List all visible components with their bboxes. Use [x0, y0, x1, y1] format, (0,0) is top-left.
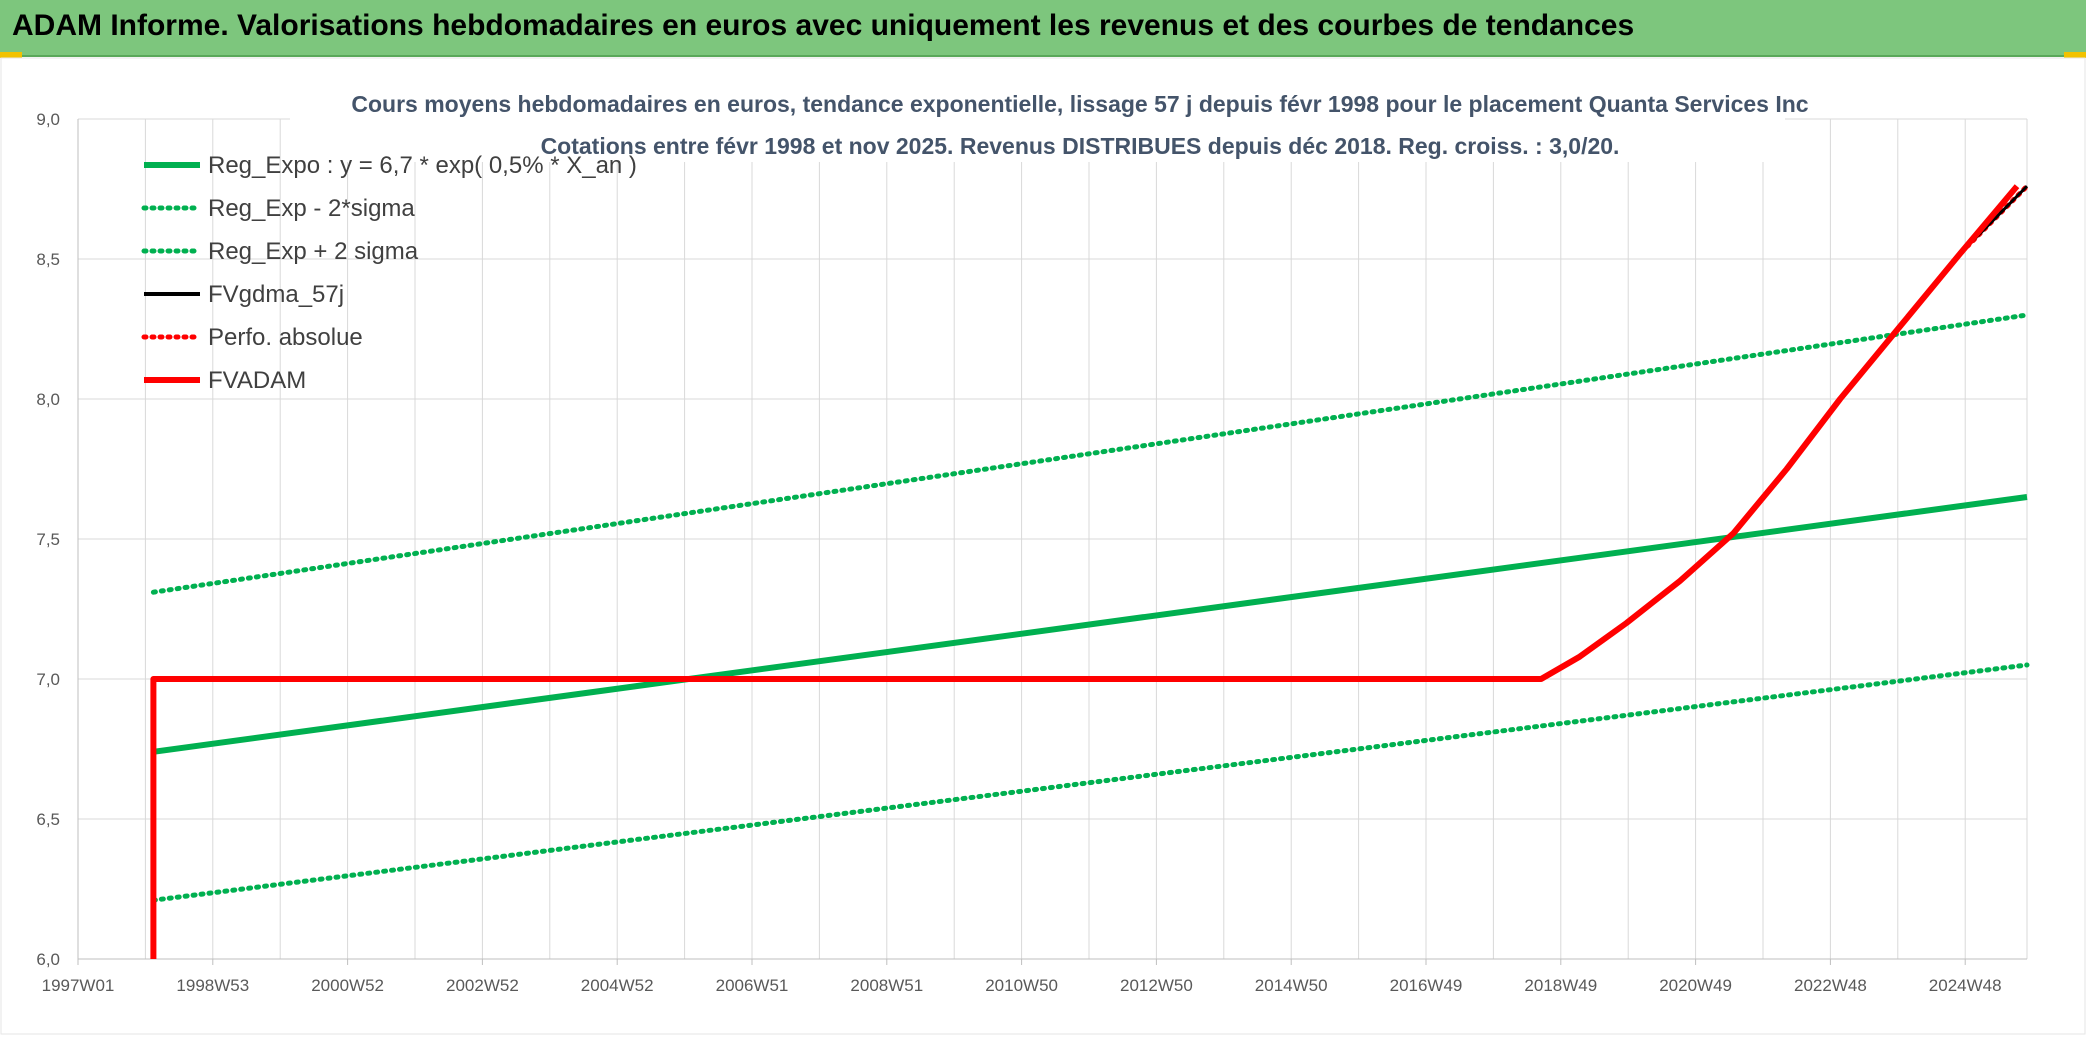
- chart-title-area: Cours moyens hebdomadaires en euros, ten…: [290, 87, 1809, 162]
- series-line-fvadam: [150, 184, 2020, 959]
- x-tick-label: 2008W51: [850, 976, 923, 995]
- series-line-reg-exp-2-sigma: [150, 312, 2030, 595]
- y-tick-label: 8,0: [36, 390, 60, 409]
- x-tick-label: 2010W50: [985, 976, 1058, 995]
- x-tick-label: 2016W49: [1390, 976, 1463, 995]
- x-tick-label: 2002W52: [446, 976, 519, 995]
- legend-label: Perfo. absolue: [208, 324, 363, 351]
- x-tick-label: 1998W53: [176, 976, 249, 995]
- corner-mark-top-right: [2064, 52, 2086, 58]
- x-tick-label: 2014W50: [1255, 976, 1328, 995]
- y-tick-label: 7,0: [36, 670, 60, 689]
- chart-border: [0, 57, 2086, 1035]
- series-line-reg-expo-y-6-7-exp-0-5-x-an: [152, 494, 2028, 755]
- report-banner: ADAM Informe. Valorisations hebdomadaire…: [0, 0, 2086, 57]
- x-tick-label: 2012W50: [1120, 976, 1193, 995]
- corner-mark-top-left: [0, 52, 22, 58]
- legend-label: FVADAM: [208, 367, 306, 394]
- x-tick-label: 2004W52: [581, 976, 654, 995]
- legend-label: Reg_Expo : y = 6,7 * exp( 0,5% * X_an ): [208, 152, 637, 179]
- legend: Reg_Expo : y = 6,7 * exp( 0,5% * X_an ) R…: [141, 152, 637, 394]
- axes: 6,0 6,5 7,0 7,5 8,0 8,5 9,0 1997W01 1998W53 2000W…: [36, 110, 2027, 995]
- y-tick-label: 9,0: [36, 110, 60, 129]
- legend-label: Reg_Exp + 2 sigma: [208, 238, 419, 265]
- x-tick-label: 2024W48: [1929, 976, 2002, 995]
- y-tick-label: 7,5: [36, 530, 60, 549]
- title-background: [290, 87, 1785, 162]
- x-tick-label: 1997W01: [42, 976, 115, 995]
- legend-label: Reg_Exp - 2*sigma: [208, 195, 415, 222]
- report-title: ADAM Informe. Valorisations hebdomadaire…: [12, 9, 1635, 42]
- chart-title: Cours moyens hebdomadaires en euros, ten…: [351, 91, 1808, 117]
- x-tick-label: 2022W48: [1794, 976, 1867, 995]
- x-tick-label: 2018W49: [1524, 976, 1597, 995]
- plot-area: [150, 183, 2030, 959]
- x-tick-label: 2020W49: [1659, 976, 1732, 995]
- y-tick-label: 6,5: [36, 810, 60, 829]
- series-line-reg-exp-2-sigma: [150, 662, 2030, 903]
- x-tick-label: 2006W51: [716, 976, 789, 995]
- chart-subtitle: Cotations entre févr 1998 et nov 2025. R…: [541, 133, 1620, 159]
- y-tick-label: 6,0: [36, 950, 60, 969]
- chart: 6,0 6,5 7,0 7,5 8,0 8,5 9,0 1997W01 1998W53 2000W…: [0, 57, 2086, 1035]
- legend-label: FVgdma_57j: [208, 281, 344, 308]
- x-tick-label: 2000W52: [311, 976, 384, 995]
- y-tick-label: 8,5: [36, 250, 60, 269]
